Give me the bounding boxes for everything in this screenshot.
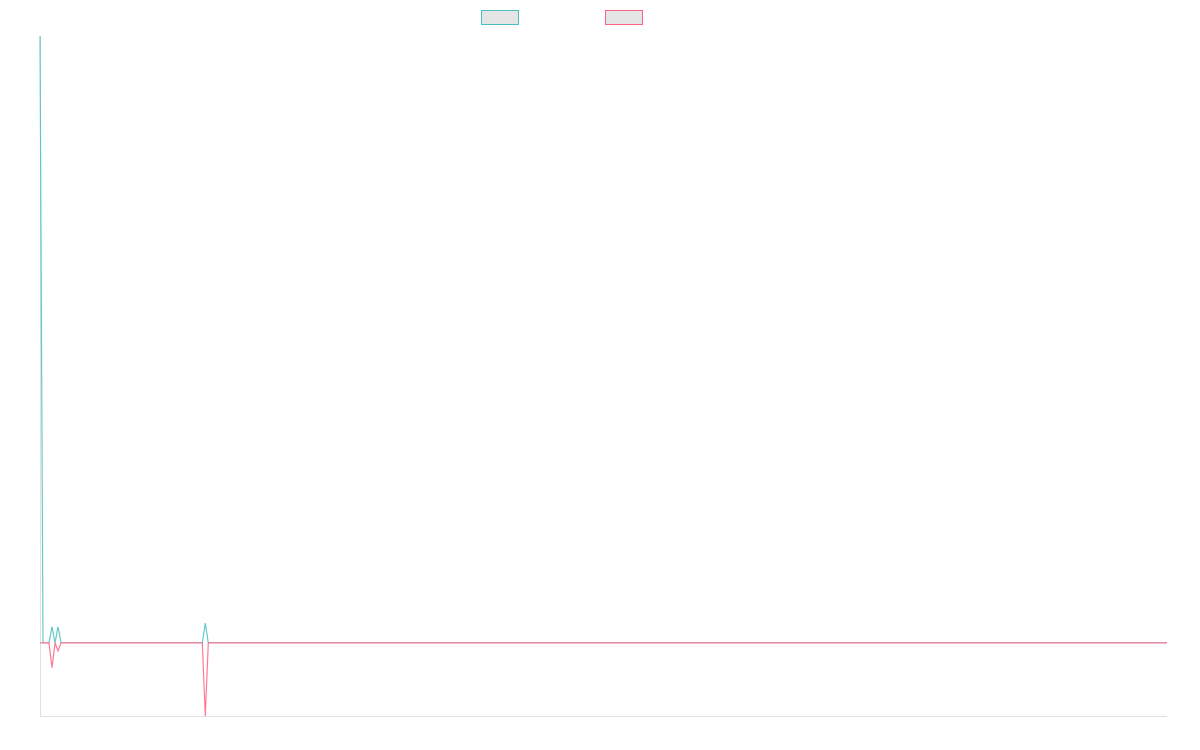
series-2-line <box>40 642 1167 717</box>
series-layer <box>39 35 1167 717</box>
legend-item-series-1[interactable] <box>481 10 519 25</box>
series-1-line <box>39 35 1167 644</box>
legend-item-series-2[interactable] <box>605 10 643 25</box>
